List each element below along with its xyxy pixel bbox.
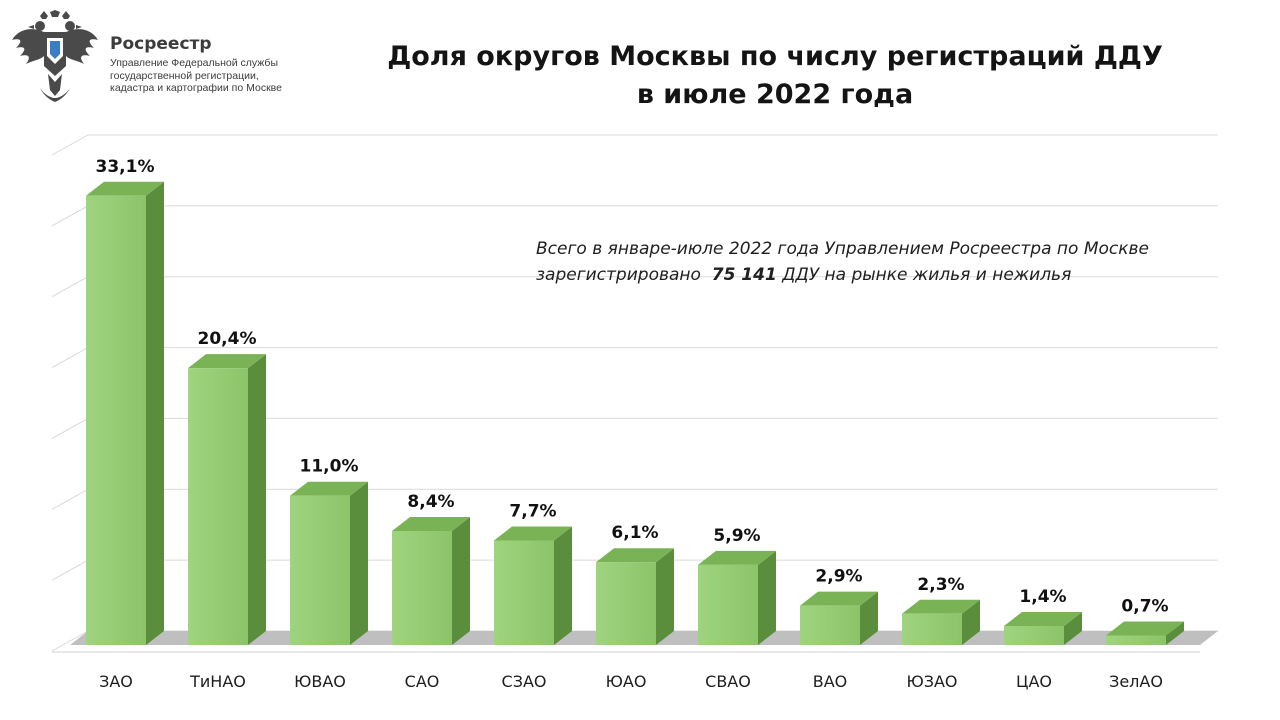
note-total-value: 75 141 [711, 265, 777, 285]
bar-ЮВАО [290, 481, 368, 645]
gridline-side [51, 134, 89, 156]
bar-side [146, 181, 164, 646]
gridline-side [51, 347, 89, 369]
x-tick-label: ВАО [813, 672, 848, 691]
chart-note: Всего в январе-июле 2022 года Управление… [536, 236, 1236, 288]
bar-side [656, 548, 674, 645]
bar-front [800, 605, 860, 645]
data-label: 1,4% [1019, 587, 1066, 607]
org-subtitle-line: Управление Федеральной службы [110, 57, 278, 69]
bar-side [1064, 612, 1082, 645]
org-subtitle-line: кадастра и картографии по Москве [110, 82, 282, 94]
bar-front [1106, 635, 1166, 645]
bar-front [290, 495, 350, 645]
gridline-side [51, 630, 89, 652]
bar-side [452, 517, 470, 645]
bar-top [1106, 621, 1184, 636]
x-tick-label: СВАО [705, 672, 751, 691]
chart-labels: 33,1% ЗАО 20,4% ТиНАО 11,0% ЮВАО 8,4% САО 7,7% СЗ… [96, 157, 1169, 691]
org-name: Росреестр [110, 34, 212, 54]
bar-side [350, 481, 368, 645]
bar-top [596, 548, 674, 563]
note-line-1: Всего в январе-июле 2022 года Управление… [536, 239, 1149, 259]
bar-СЗАО [494, 526, 572, 645]
data-label: 11,0% [300, 457, 359, 477]
bar-front [86, 195, 146, 646]
x-tick-label: САО [405, 672, 440, 691]
x-tick-label: ТиНАО [189, 672, 246, 691]
bar-ЗелАО [1106, 621, 1184, 645]
gridline-side [51, 559, 89, 581]
data-label: 5,9% [713, 526, 760, 546]
data-label: 0,7% [1121, 597, 1168, 617]
bar-front [188, 368, 248, 645]
gridline-side [51, 417, 89, 439]
data-label: 8,4% [407, 492, 454, 512]
x-tick-label: ЮАО [606, 672, 647, 691]
chart-title-line: Доля округов Москвы по числу регистраций… [387, 41, 1163, 72]
data-label: 33,1% [96, 157, 155, 177]
data-label: 20,4% [198, 329, 257, 349]
note-suffix: ДДУ на рынке жилья и нежилья [782, 265, 1072, 285]
bar-top [1004, 612, 1082, 626]
x-tick-label: ЗАО [99, 672, 133, 691]
bar-front [698, 564, 758, 645]
x-tick-label: ЮЗАО [906, 672, 957, 691]
bar-front [392, 531, 452, 645]
bar-side [758, 550, 776, 645]
bar-top [494, 526, 572, 541]
chart-title: Доля округов Москвы по числу регистраций… [340, 38, 1210, 114]
org-subtitle: Управление Федеральной службы государств… [110, 57, 300, 95]
bar-ЮАО [596, 548, 674, 645]
bar-side [962, 599, 980, 645]
note-line-2: зарегистрировано 75 141 ДДУ на рынке жил… [536, 262, 1236, 288]
bar-top [800, 591, 878, 606]
bar-ТиНАО [188, 354, 266, 645]
bar-ЗАО [86, 181, 164, 646]
data-label: 2,9% [815, 567, 862, 587]
note-prefix: зарегистрировано [536, 265, 701, 285]
bar-front [494, 540, 554, 645]
x-tick-label: ЮВАО [294, 672, 346, 691]
gridline-side [51, 276, 89, 298]
bar-top [86, 181, 164, 196]
org-subtitle-line: государственной регистрации, [110, 69, 259, 82]
bar-side [1166, 621, 1184, 645]
bar-front [902, 613, 962, 645]
bar-САО [392, 517, 470, 645]
x-tick-label: ЦАО [1016, 672, 1052, 691]
bar-side [554, 526, 572, 645]
bar-top [290, 481, 368, 496]
bar-ЮЗАО [902, 599, 980, 645]
data-label: 6,1% [611, 523, 658, 543]
bar-front [1004, 626, 1064, 645]
gridline-side [51, 488, 89, 510]
chart-bars [86, 181, 1184, 646]
bar-top [188, 354, 266, 369]
chart-title-line: в июле 2022 года [636, 79, 914, 110]
bar-top [392, 517, 470, 531]
data-label: 7,7% [509, 502, 556, 522]
bar-ВАО [800, 591, 878, 645]
data-label: 2,3% [917, 575, 964, 595]
bar-СВАО [698, 550, 776, 645]
x-tick-label: ЗелАО [1109, 672, 1163, 691]
bar-side [248, 354, 266, 645]
bar-front [596, 562, 656, 645]
gridline-side [51, 205, 89, 227]
bar-side [860, 591, 878, 645]
bar-top [902, 599, 980, 614]
x-tick-label: СЗАО [502, 672, 547, 691]
double-headed-eagle-emblem-icon [12, 10, 98, 102]
bar-top [698, 550, 776, 565]
bar-ЦАО [1004, 612, 1082, 645]
